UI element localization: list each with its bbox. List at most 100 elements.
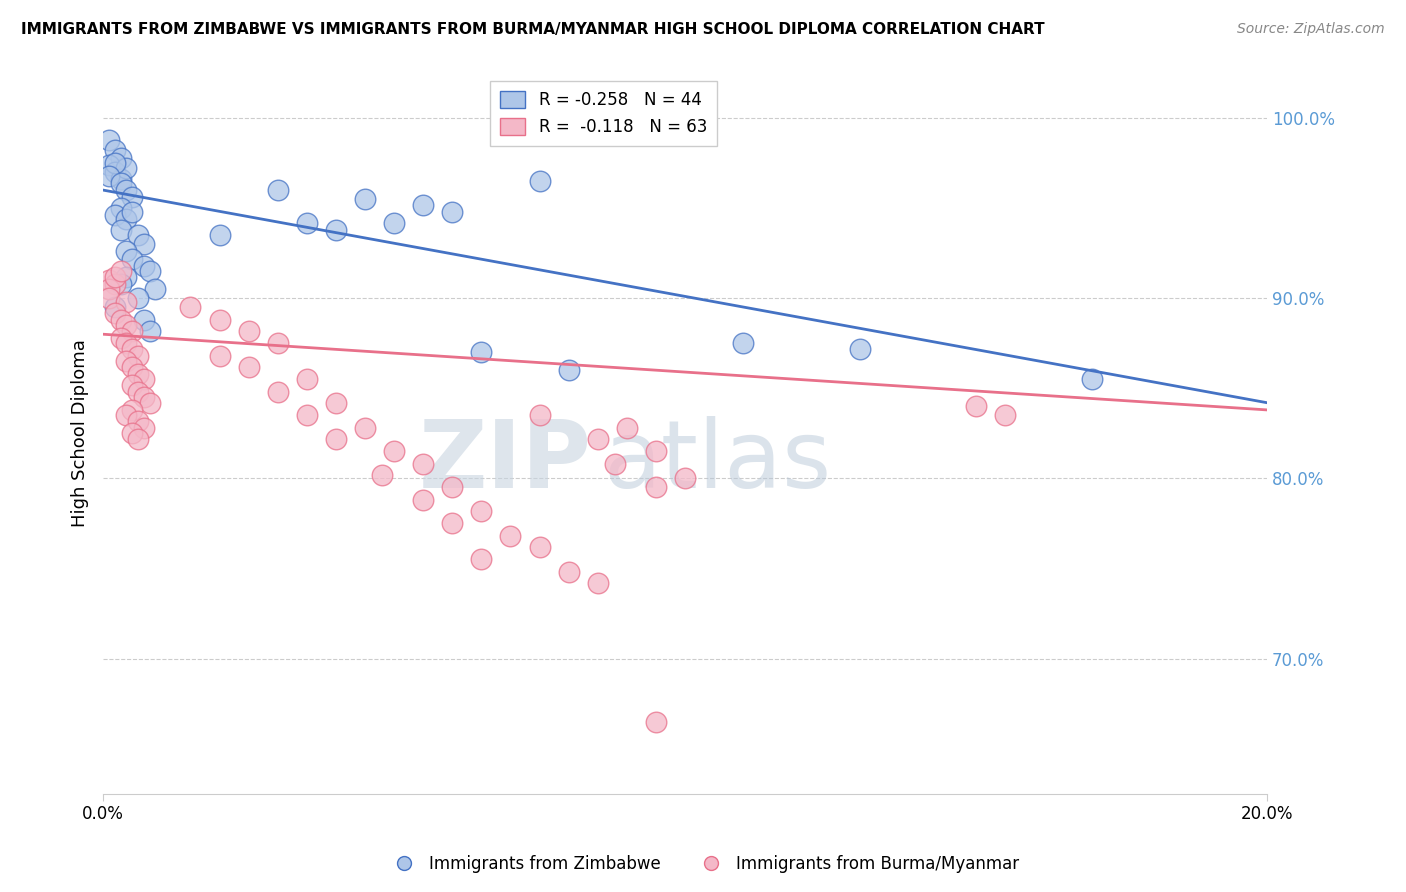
Text: IMMIGRANTS FROM ZIMBABWE VS IMMIGRANTS FROM BURMA/MYANMAR HIGH SCHOOL DIPLOMA CO: IMMIGRANTS FROM ZIMBABWE VS IMMIGRANTS F… bbox=[21, 22, 1045, 37]
Point bbox=[104, 277, 127, 291]
Point bbox=[529, 409, 551, 423]
Point bbox=[529, 174, 551, 188]
Point bbox=[121, 204, 143, 219]
Point bbox=[110, 176, 132, 190]
Point bbox=[110, 277, 132, 291]
Point bbox=[132, 259, 155, 273]
Point bbox=[138, 395, 160, 409]
Point bbox=[965, 399, 987, 413]
Point bbox=[371, 467, 394, 482]
Point bbox=[138, 324, 160, 338]
Point bbox=[115, 336, 138, 351]
Point bbox=[179, 300, 201, 314]
Point bbox=[104, 208, 127, 222]
Point bbox=[104, 269, 127, 284]
Point bbox=[110, 264, 132, 278]
Point bbox=[382, 444, 405, 458]
Point bbox=[121, 377, 143, 392]
Point bbox=[110, 331, 132, 345]
Point bbox=[97, 133, 120, 147]
Point bbox=[127, 384, 149, 399]
Point bbox=[104, 144, 127, 158]
Point bbox=[97, 282, 120, 296]
Point bbox=[138, 264, 160, 278]
Point bbox=[208, 313, 231, 327]
Point bbox=[470, 345, 492, 359]
Point bbox=[1081, 372, 1104, 386]
Point bbox=[325, 432, 347, 446]
Point bbox=[605, 457, 627, 471]
Point bbox=[586, 575, 609, 590]
Point bbox=[121, 403, 143, 417]
Point bbox=[110, 313, 132, 327]
Point bbox=[529, 540, 551, 554]
Point bbox=[97, 273, 120, 287]
Point bbox=[208, 228, 231, 243]
Point bbox=[848, 342, 870, 356]
Point bbox=[441, 204, 464, 219]
Point bbox=[115, 409, 138, 423]
Point bbox=[110, 151, 132, 165]
Point bbox=[127, 432, 149, 446]
Point bbox=[557, 363, 579, 377]
Point bbox=[733, 336, 755, 351]
Point bbox=[238, 359, 260, 374]
Point bbox=[115, 211, 138, 226]
Point bbox=[127, 367, 149, 381]
Point bbox=[295, 372, 318, 386]
Point bbox=[412, 493, 434, 508]
Point bbox=[115, 318, 138, 333]
Point bbox=[470, 552, 492, 566]
Point bbox=[354, 421, 377, 435]
Point bbox=[132, 421, 155, 435]
Point bbox=[325, 223, 347, 237]
Point bbox=[645, 444, 668, 458]
Point bbox=[127, 291, 149, 305]
Point bbox=[110, 223, 132, 237]
Point bbox=[673, 471, 696, 485]
Legend: R = -0.258   N = 44, R =  -0.118   N = 63: R = -0.258 N = 44, R = -0.118 N = 63 bbox=[491, 81, 717, 146]
Y-axis label: High School Diploma: High School Diploma bbox=[72, 339, 89, 527]
Point bbox=[121, 342, 143, 356]
Point bbox=[441, 516, 464, 531]
Point bbox=[354, 192, 377, 206]
Point bbox=[412, 197, 434, 211]
Point bbox=[208, 349, 231, 363]
Point bbox=[127, 349, 149, 363]
Point bbox=[104, 156, 127, 170]
Point bbox=[104, 300, 127, 314]
Point bbox=[127, 228, 149, 243]
Text: Source: ZipAtlas.com: Source: ZipAtlas.com bbox=[1237, 22, 1385, 37]
Point bbox=[132, 313, 155, 327]
Point bbox=[115, 294, 138, 309]
Point bbox=[994, 409, 1017, 423]
Point bbox=[645, 480, 668, 494]
Legend: Immigrants from Zimbabwe, Immigrants from Burma/Myanmar: Immigrants from Zimbabwe, Immigrants fro… bbox=[381, 848, 1025, 880]
Point bbox=[115, 269, 138, 284]
Point bbox=[295, 215, 318, 229]
Point bbox=[238, 324, 260, 338]
Point bbox=[121, 252, 143, 266]
Point bbox=[616, 421, 638, 435]
Point bbox=[121, 190, 143, 204]
Point bbox=[121, 426, 143, 441]
Point bbox=[115, 183, 138, 197]
Text: atlas: atlas bbox=[603, 417, 832, 508]
Point bbox=[412, 457, 434, 471]
Point bbox=[132, 390, 155, 404]
Point bbox=[325, 395, 347, 409]
Point bbox=[382, 215, 405, 229]
Point bbox=[115, 354, 138, 368]
Point bbox=[121, 324, 143, 338]
Point bbox=[267, 384, 290, 399]
Point bbox=[441, 480, 464, 494]
Point bbox=[104, 305, 127, 319]
Point bbox=[267, 183, 290, 197]
Point bbox=[97, 291, 120, 305]
Point bbox=[115, 161, 138, 176]
Point bbox=[470, 504, 492, 518]
Point bbox=[267, 336, 290, 351]
Point bbox=[645, 714, 668, 729]
Point bbox=[121, 359, 143, 374]
Point bbox=[104, 165, 127, 179]
